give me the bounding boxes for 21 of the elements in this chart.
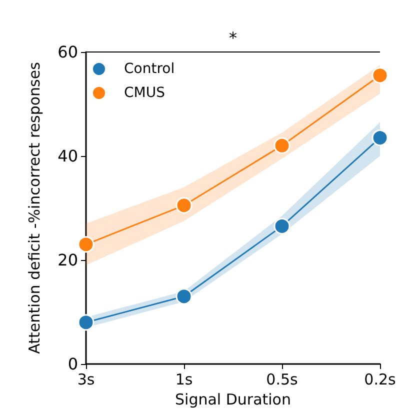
text: * [229,28,237,48]
x-tick-label: 0.5s [266,370,298,388]
y-tick-label: 60 [58,42,78,62]
point [176,197,192,214]
point [274,137,290,154]
y-tick-label: 40 [58,146,78,166]
point [372,130,388,146]
x-tick-label: 1s [175,370,193,388]
point [372,67,388,84]
y-tick-label: 20 [58,250,78,270]
x-tick-label: 0.2s [364,370,396,388]
legend-label: CMUS [124,85,166,101]
x-tick-label: 3s [77,370,95,388]
y-tick-label: 0 [68,354,78,374]
point [274,218,290,234]
point [78,236,94,253]
y-axis-title: Attention deficit -%incorrect responses [26,62,44,354]
point [78,314,94,331]
legend-label: Control [124,61,175,77]
x-axis-title: Signal Duration [175,390,291,408]
point [176,288,192,305]
